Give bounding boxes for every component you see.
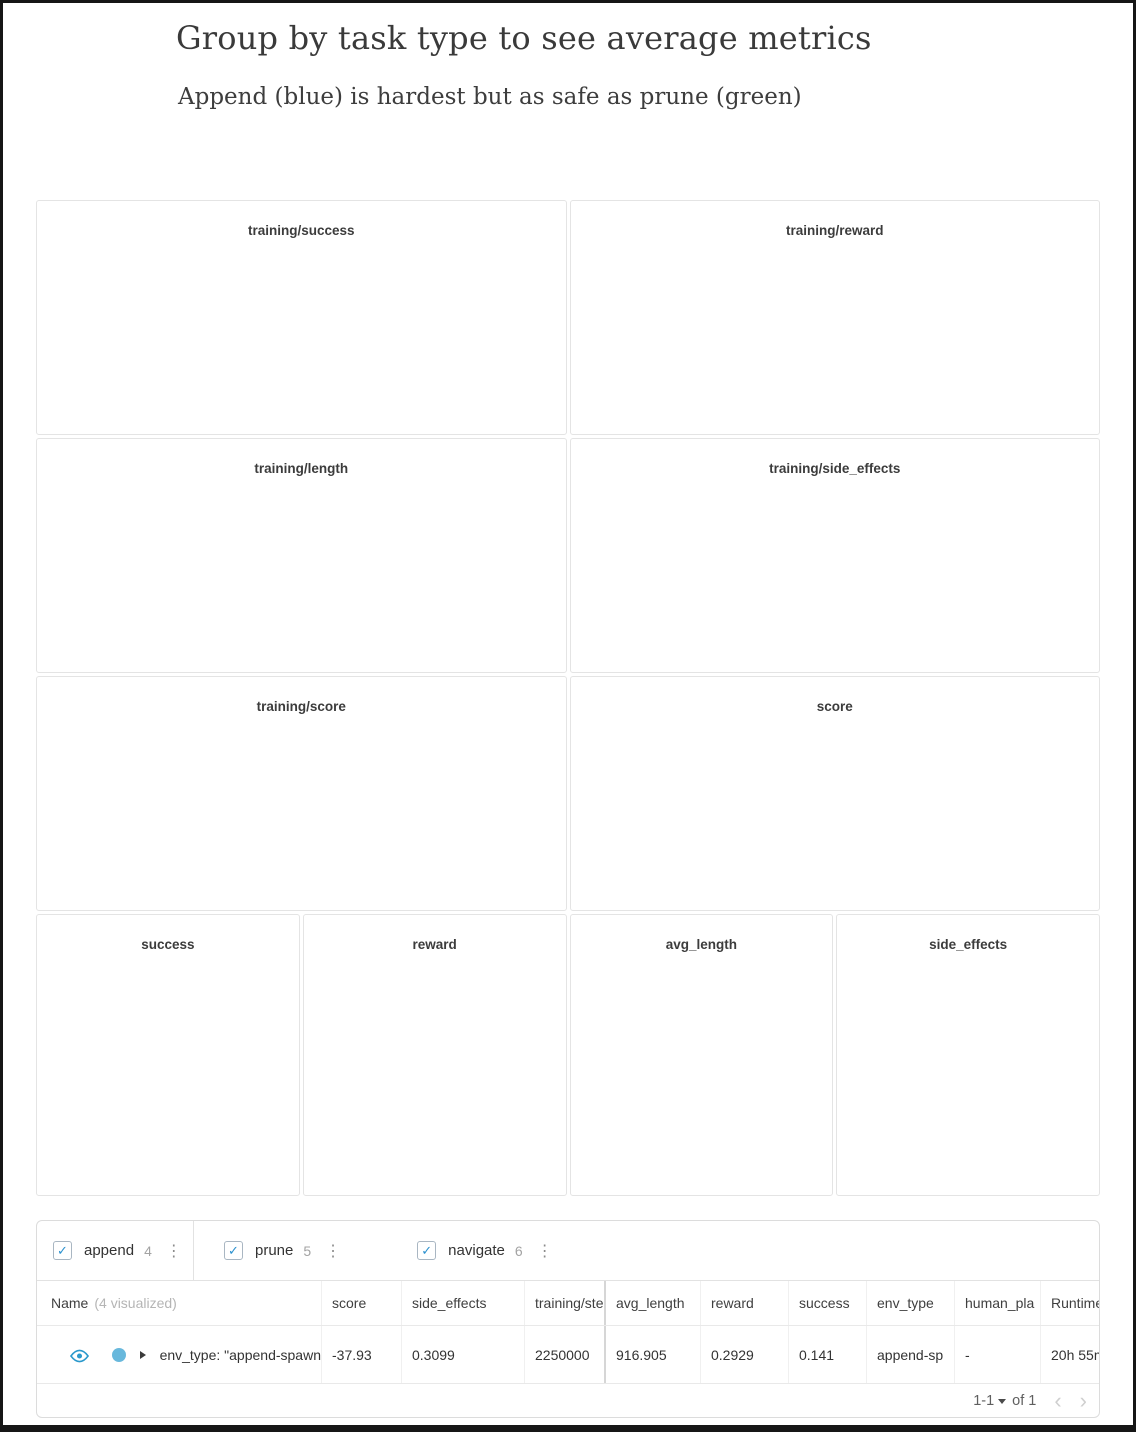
cell-human-pla: - — [954, 1326, 1040, 1383]
pagination: 1-1 of 1 ‹ › — [37, 1384, 1099, 1417]
run-color-dot — [111, 1347, 126, 1362]
chart-title: avg_length — [665, 937, 737, 952]
panel-training-success[interactable]: training/success — [36, 200, 567, 435]
group-tab-prune[interactable]: ✓ prune 5 ⋮ — [208, 1221, 357, 1280]
chart-title: training/score — [256, 699, 346, 714]
cell-avg-length: 916.905 — [604, 1326, 700, 1383]
run-row[interactable]: env_type: "append-spawn -37.93 0.3099 22… — [37, 1326, 1099, 1384]
column-header-env-type[interactable]: env_type — [866, 1281, 954, 1325]
panel-training-reward[interactable]: training/reward — [569, 200, 1100, 435]
cell-score: -37.93 — [321, 1326, 401, 1383]
group-label: append — [84, 1242, 135, 1259]
table-header-row: Name (4 visualized) score side_effects t… — [37, 1281, 1099, 1326]
chart-title: score — [816, 699, 853, 714]
cell-side-effects: 0.3099 — [401, 1326, 524, 1383]
page-subtitle: Append (blue) is hardest but as safe as … — [178, 84, 802, 110]
panel-success-bar[interactable]: success — [36, 914, 300, 1196]
panel-training-length[interactable]: training/length — [36, 438, 567, 673]
kebab-menu-icon[interactable]: ⋮ — [325, 1242, 342, 1260]
cell-success: 0.141 — [788, 1326, 866, 1383]
group-tab-navigate[interactable]: ✓ navigate 6 ⋮ — [401, 1221, 569, 1280]
cell-runtime: 20h 55m — [1040, 1326, 1099, 1383]
name-header-label: Name — [51, 1295, 89, 1311]
column-header-score[interactable]: score — [321, 1281, 401, 1325]
page-total-label: of 1 — [1012, 1392, 1037, 1409]
column-header-avg-length[interactable]: avg_length — [604, 1281, 700, 1325]
cell-reward: 0.2929 — [700, 1326, 788, 1383]
expand-caret-icon[interactable] — [139, 1350, 146, 1359]
report-page: Group by task type to see average metric… — [3, 19, 1133, 1418]
panel-grid: training/success training/reward trainin… — [36, 200, 1100, 1196]
page-title: Group by task type to see average metric… — [176, 19, 872, 57]
column-header-name[interactable]: Name (4 visualized) — [37, 1281, 321, 1325]
column-header-reward[interactable]: reward — [700, 1281, 788, 1325]
chart-title: training/length — [254, 461, 349, 476]
chart-title: side_effects — [929, 937, 1008, 952]
group-label: navigate — [448, 1242, 505, 1259]
page-range-label: 1-1 — [973, 1392, 995, 1409]
group-tabs: ✓ append 4 ⋮ ✓ prune 5 ⋮ ✓ navigate 6 ⋮ — [37, 1221, 1099, 1281]
column-header-runtime[interactable]: Runtime — [1040, 1281, 1099, 1325]
group-count: 4 — [144, 1242, 152, 1259]
checkbox-checked-icon[interactable]: ✓ — [224, 1241, 243, 1260]
runs-table-card: ✓ append 4 ⋮ ✓ prune 5 ⋮ ✓ navigate 6 ⋮ … — [36, 1220, 1100, 1418]
page-range-dropdown[interactable]: 1-1 — [973, 1392, 1007, 1409]
panel-training-side-effects[interactable]: training/side_effects — [569, 438, 1100, 673]
column-header-side-effects[interactable]: side_effects — [401, 1281, 524, 1325]
cell-env-type: append-sp — [866, 1326, 954, 1383]
panel-reward-bar[interactable]: reward — [302, 914, 567, 1196]
chart-title: training/reward — [785, 223, 884, 238]
group-label: prune — [255, 1242, 294, 1259]
visualized-note: (4 visualized) — [94, 1295, 177, 1311]
checkbox-checked-icon[interactable]: ✓ — [53, 1241, 72, 1260]
visibility-eye-icon[interactable] — [69, 1349, 89, 1363]
chart-title: training/side_effects — [769, 461, 901, 476]
panel-side-effects-bar[interactable]: side_effects — [836, 914, 1100, 1196]
panel-training-score[interactable]: training/score — [36, 676, 567, 911]
group-count: 6 — [514, 1242, 523, 1259]
prev-page-button[interactable]: ‹ — [1054, 1387, 1062, 1413]
panel-avg-length-bar[interactable]: avg_length — [569, 914, 834, 1196]
chart-title: training/success — [247, 223, 355, 238]
column-header-human-pla[interactable]: human_pla — [954, 1281, 1040, 1325]
kebab-menu-icon[interactable]: ⋮ — [536, 1242, 553, 1260]
chart-title: reward — [412, 937, 457, 952]
next-page-button[interactable]: › — [1079, 1387, 1087, 1413]
group-tab-append[interactable]: ✓ append 4 ⋮ — [37, 1221, 194, 1280]
run-name[interactable]: env_type: "append-spawn — [159, 1346, 321, 1363]
dropdown-caret-icon — [998, 1399, 1007, 1404]
checkbox-checked-icon[interactable]: ✓ — [417, 1241, 437, 1260]
group-count: 5 — [303, 1242, 312, 1259]
column-header-success[interactable]: success — [788, 1281, 866, 1325]
chart-title: success — [141, 937, 195, 952]
panel-score-bar[interactable]: score — [569, 676, 1100, 911]
column-header-training-steps[interactable]: training/steps — [524, 1281, 604, 1325]
cell-training-steps: 2250000 — [524, 1326, 604, 1383]
kebab-menu-icon[interactable]: ⋮ — [165, 1242, 182, 1260]
